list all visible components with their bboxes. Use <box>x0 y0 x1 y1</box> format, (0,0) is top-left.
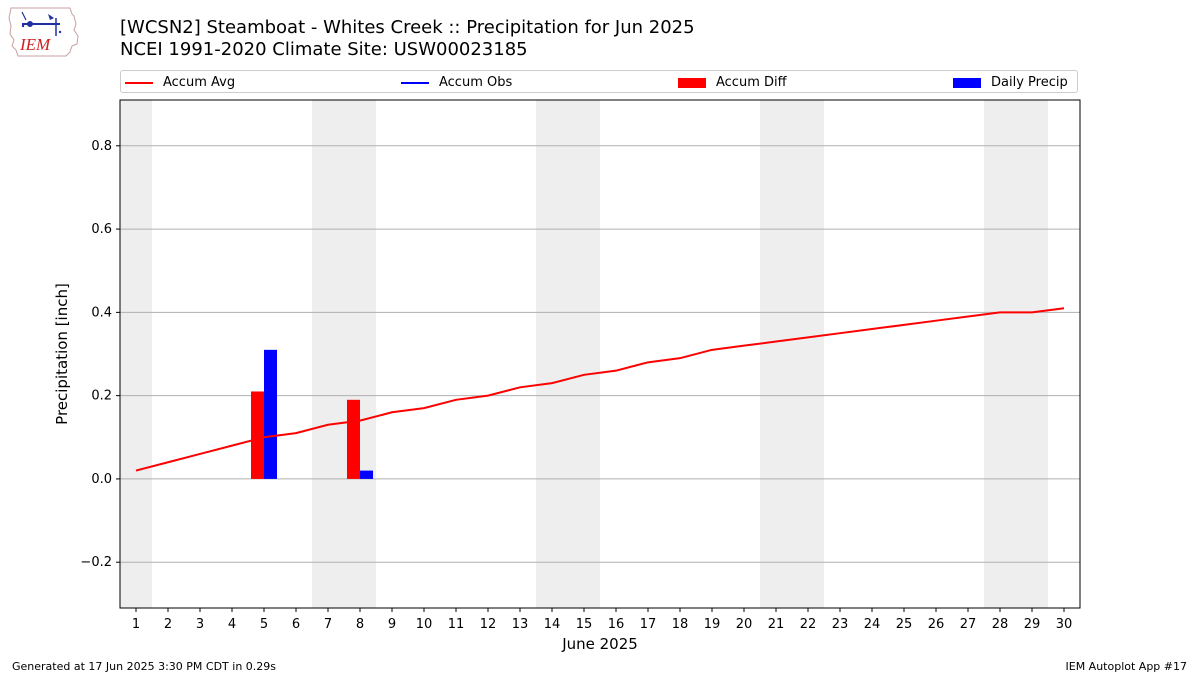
weekend-band <box>984 100 1048 608</box>
x-tick-label: 5 <box>260 617 268 632</box>
plot-frame <box>119 99 1081 609</box>
legend-item-daily-precip: Daily Precip <box>953 71 1068 94</box>
weekend-band <box>536 100 600 608</box>
weekend-band <box>760 100 824 608</box>
chart-subtitle: NCEI 1991-2020 Climate Site: USW00023185 <box>120 39 528 60</box>
x-tick-label: 18 <box>672 617 689 632</box>
y-tick-label: 0.0 <box>91 472 112 487</box>
x-tick-label: 10 <box>416 617 433 632</box>
x-tick-label: 22 <box>800 617 817 632</box>
legend-label-daily-precip: Daily Precip <box>991 75 1068 90</box>
x-tick-label: 29 <box>1024 617 1041 632</box>
legend-swatch-accum-diff <box>678 77 706 88</box>
legend-label-accum-diff: Accum Diff <box>716 75 787 90</box>
x-tick-label: 30 <box>1056 617 1073 632</box>
legend-swatch-accum-obs <box>401 81 429 84</box>
x-tick-label: 8 <box>356 617 364 632</box>
bar-daily-precip <box>360 470 373 479</box>
x-tick-label: 17 <box>640 617 657 632</box>
bar-accum-diff <box>347 399 360 479</box>
legend-item-accum-obs: Accum Obs <box>401 71 512 94</box>
legend-label-accum-obs: Accum Obs <box>439 75 513 90</box>
x-tick-label: 14 <box>544 617 561 632</box>
x-tick-label: 7 <box>324 617 332 632</box>
x-tick-label: 3 <box>196 617 204 632</box>
x-tick-label: 27 <box>960 617 977 632</box>
y-axis-label: Precipitation [inch] <box>53 283 71 425</box>
x-tick-label: 13 <box>512 617 529 632</box>
legend-item-accum-avg: Accum Avg <box>125 71 235 94</box>
y-tick-label: −0.2 <box>80 555 112 570</box>
x-axis-label: June 2025 <box>561 635 638 653</box>
x-tick-label: 1 <box>132 617 140 632</box>
x-tick-label: 16 <box>608 617 625 632</box>
line-accum-avg <box>135 307 1065 472</box>
x-tick-label: 9 <box>388 617 396 632</box>
weekend-band <box>312 100 376 608</box>
chart-title: [WCSN2] Steamboat - Whites Creek :: Prec… <box>120 17 695 38</box>
weekend-band <box>120 100 152 608</box>
legend-swatch-accum-avg <box>125 81 153 84</box>
x-tick-label: 12 <box>480 617 497 632</box>
x-tick-label: 21 <box>768 617 785 632</box>
x-tick-label: 24 <box>864 617 881 632</box>
logo-text: IEM <box>19 35 51 54</box>
x-tick-label: 6 <box>292 617 300 632</box>
x-tick-label: 19 <box>704 617 721 632</box>
x-tick-label: 26 <box>928 617 945 632</box>
x-tick-label: 4 <box>228 617 236 632</box>
chart-legend: Accum Avg Accum Obs Accum Diff Daily Pre… <box>120 70 1078 93</box>
bar-accum-diff <box>251 391 264 479</box>
y-tick-label: 0.4 <box>91 305 112 320</box>
x-tick-label: 25 <box>896 617 913 632</box>
x-tick-label: 15 <box>576 617 593 632</box>
y-tick-label: 0.6 <box>91 222 112 237</box>
x-tick-label: 20 <box>736 617 753 632</box>
y-tick-label: 0.8 <box>91 139 112 154</box>
generated-timestamp: Generated at 17 Jun 2025 3:30 PM CDT in … <box>12 660 277 673</box>
x-tick-label: 11 <box>448 617 465 632</box>
x-tick-label: 23 <box>832 617 849 632</box>
legend-swatch-daily-precip <box>953 77 981 88</box>
y-tick-label: 0.2 <box>91 389 112 404</box>
iem-logo: IEM <box>8 6 80 58</box>
bar-daily-precip <box>264 349 277 479</box>
legend-label-accum-avg: Accum Avg <box>163 75 236 90</box>
x-tick-label: 2 <box>164 617 172 632</box>
legend-item-accum-diff: Accum Diff <box>678 71 787 94</box>
app-credit: IEM Autoplot App #17 <box>1065 660 1188 673</box>
x-tick-label: 28 <box>992 617 1009 632</box>
